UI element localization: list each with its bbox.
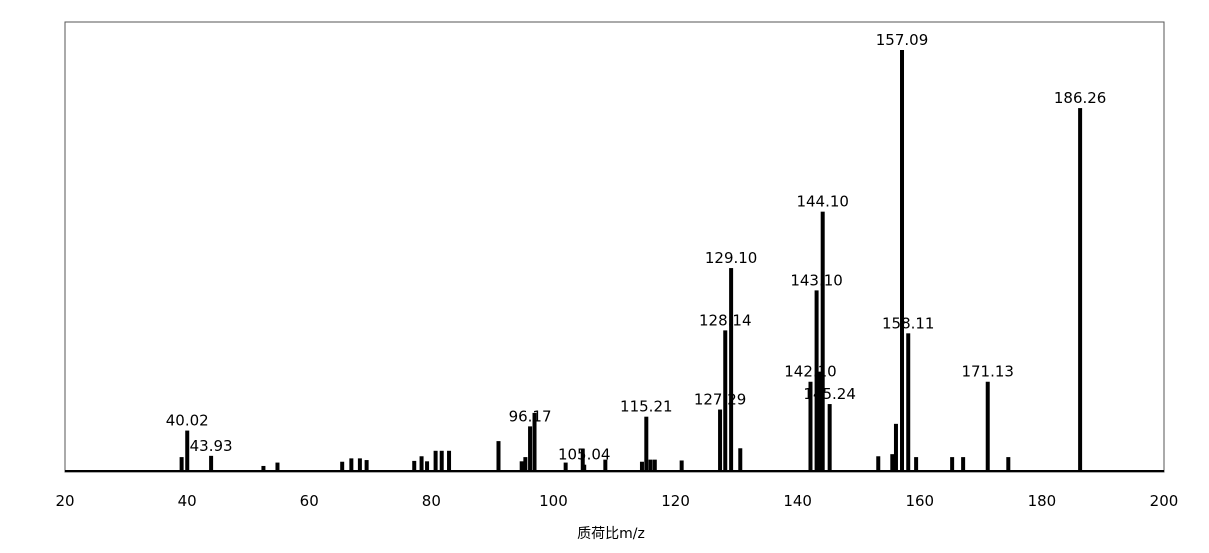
x-tick-label: 40 xyxy=(178,492,197,510)
peak-bar xyxy=(827,404,832,471)
peak-label: 158.11 xyxy=(882,314,935,332)
peak-bar xyxy=(340,461,345,471)
plot-frame xyxy=(64,21,1165,473)
peak-bar xyxy=(818,371,823,471)
x-tick-label: 160 xyxy=(905,492,934,510)
peak-label: 157.09 xyxy=(876,31,929,49)
peak-label: 144.10 xyxy=(796,193,849,211)
peak-bar xyxy=(876,456,881,471)
peak-label: 142.10 xyxy=(784,363,837,381)
peak-bar xyxy=(814,290,819,471)
peak-bar xyxy=(519,461,524,471)
x-tick-label: 100 xyxy=(539,492,568,510)
peak-label: 105.04 xyxy=(558,446,611,464)
peak-bar xyxy=(1078,108,1083,472)
peak-bar xyxy=(729,268,734,471)
peak-bar xyxy=(185,430,190,471)
peak-bar xyxy=(209,455,214,471)
peak-bar xyxy=(723,330,728,471)
peak-bar xyxy=(893,423,898,471)
peak-bar xyxy=(425,461,430,471)
peak-bar xyxy=(718,409,723,471)
peak-bar xyxy=(644,416,649,471)
x-tick-label: 60 xyxy=(300,492,319,510)
peak-bar xyxy=(652,459,657,471)
peak-bar xyxy=(532,412,537,471)
peak-bar xyxy=(679,460,684,471)
peak-bar xyxy=(808,381,813,471)
x-tick-label: 20 xyxy=(55,492,74,510)
peak-label: 40.02 xyxy=(166,412,209,430)
x-tick-label: 140 xyxy=(783,492,812,510)
peak-label: 186.26 xyxy=(1054,89,1107,107)
peak-bar xyxy=(820,211,825,471)
peak-bars xyxy=(179,50,1083,472)
peak-bar xyxy=(639,461,644,471)
peak-bar xyxy=(906,333,911,471)
peak-label: 129.10 xyxy=(705,249,758,267)
x-tick-label: 80 xyxy=(422,492,441,510)
peak-bar xyxy=(985,381,990,471)
peak-bar xyxy=(357,458,362,471)
peak-bar xyxy=(738,448,743,471)
peak-label: 115.21 xyxy=(620,398,673,416)
peak-bar xyxy=(580,448,585,471)
peak-bar xyxy=(914,457,919,471)
peak-labels: 40.02 43.93 96.17 105.04 115.21 127.29 128.14 1… xyxy=(166,31,1107,464)
peak-bar xyxy=(439,450,444,471)
peak-bar xyxy=(523,457,528,471)
peak-label: 171.13 xyxy=(961,363,1014,381)
peak-bar xyxy=(648,459,653,471)
peak-label: 128.14 xyxy=(699,311,752,329)
x-axis-title: 质荷比m/z xyxy=(577,526,645,542)
peak-bar xyxy=(364,460,369,471)
peak-bar xyxy=(890,454,895,471)
peak-label: 96.17 xyxy=(509,407,552,425)
peak-label: 145.24 xyxy=(803,385,856,403)
peak-bar xyxy=(419,456,424,471)
peak-bar xyxy=(961,457,966,471)
peak-bar xyxy=(433,450,438,471)
peak-label: 43.93 xyxy=(190,437,233,455)
peak-bar xyxy=(563,462,568,471)
peak-bar xyxy=(1006,457,1011,471)
x-tick-label: 200 xyxy=(1150,492,1179,510)
peak-bar xyxy=(179,457,184,471)
peak-bar xyxy=(950,457,955,471)
x-tick-label: 120 xyxy=(661,492,690,510)
peak-bar xyxy=(261,465,266,471)
x-tick-label: 180 xyxy=(1028,492,1057,510)
peak-bar xyxy=(349,458,354,471)
peak-label: 143.10 xyxy=(790,271,843,289)
peak-bar xyxy=(496,441,501,471)
peak-bar xyxy=(275,462,280,471)
peak-bar xyxy=(582,464,587,471)
peak-bar xyxy=(412,460,417,471)
peak-bar xyxy=(447,450,452,471)
x-axis-ticks: 20 40 60 80 100 120 140 160 180 200 xyxy=(55,492,1178,510)
peak-bar xyxy=(528,426,533,471)
peak-bar xyxy=(900,50,905,471)
peak-bar xyxy=(603,459,608,471)
peak-label: 127.29 xyxy=(694,391,747,409)
